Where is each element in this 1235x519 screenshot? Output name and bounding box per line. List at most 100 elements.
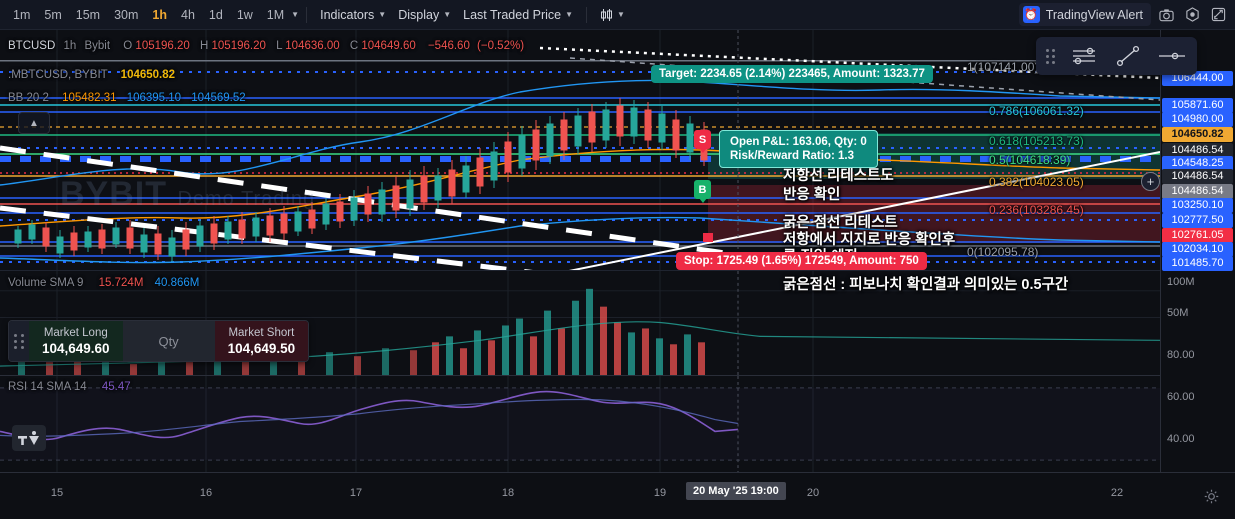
rsi-axis-60: 60.00 — [1167, 391, 1195, 403]
last-price-label: 104650.82 — [1162, 127, 1233, 142]
chevron-up-icon: ▲ — [29, 117, 39, 129]
annotation-fib-05-zone: 굵은점선 : 피보나치 확인결과 의미있는 0.5구간 — [783, 277, 1069, 293]
timeframe-30m[interactable]: 30m — [114, 7, 139, 22]
open-pnl-line1: Open P&L: 163.06, Qty: 0 — [730, 136, 867, 148]
bb-basis-value: 105482.31 — [62, 92, 117, 104]
legend-close-value: 104649.60 — [361, 40, 416, 52]
quantity-placeholder: Qty — [158, 333, 179, 349]
timeframe-1d[interactable]: 1d — [208, 7, 223, 22]
fib-label-0236: 0.236(103286.45) — [989, 203, 1084, 217]
tradingview-alert-label: TradingView Alert — [1045, 7, 1143, 22]
timeframe-1w[interactable]: 1w — [236, 7, 253, 22]
market-long-price: 104,649.60 — [42, 340, 110, 356]
drawing-toolbar[interactable] — [1036, 37, 1197, 75]
price-label-10: 102761.05 — [1162, 228, 1233, 243]
bb-upper-value: 106395.10 — [126, 92, 182, 104]
price-label-5: 104548.25 — [1162, 156, 1233, 171]
price-label-6: 104486.54 — [1162, 169, 1233, 184]
legend-symbol[interactable]: BTCUSD — [8, 40, 56, 52]
timeframe-5m[interactable]: 5m — [44, 7, 62, 22]
market-short-button[interactable]: Market Short 104,649.50 — [214, 321, 309, 361]
display-menu[interactable]: Display ▼ — [392, 5, 457, 25]
timeframe-1m[interactable]: 1m — [13, 7, 31, 22]
legend-low-value: 104636.00 — [285, 40, 340, 52]
timeframe-more-chevron-down-icon[interactable]: ▼ — [291, 10, 300, 19]
rsi-value: 45.47 — [101, 381, 131, 393]
timeframe-1M[interactable]: 1M — [266, 7, 285, 22]
sell-order-marker[interactable]: S — [694, 130, 711, 153]
legend-open-key: O — [123, 40, 133, 52]
camera-icon[interactable] — [1155, 4, 1177, 26]
trend-line-icon[interactable] — [1113, 44, 1143, 68]
time-scale[interactable]: 15 16 17 18 19 20 22 23 24 20 May '25 19… — [0, 472, 1235, 519]
stop-tooltip[interactable]: Stop: 1725.49 (1.65%) 172549, Amount: 75… — [676, 252, 927, 270]
price-pane[interactable]: BYBIT Demo Trading BTCUSD 1h Bybit O 105… — [0, 30, 1160, 270]
buy-order-marker[interactable]: B — [694, 180, 711, 203]
risk-reward-line: Risk/Reward Ratio: 1.3 — [730, 150, 854, 162]
market-order-panel[interactable]: Market Long 104,649.60 Qty Market Short … — [8, 320, 310, 362]
timeframe-4h[interactable]: 4h — [181, 7, 195, 22]
horizontal-line-icon[interactable] — [1157, 44, 1187, 68]
legend-close-key: C — [349, 40, 359, 52]
rsi-pane[interactable]: RSI 14 SMA 14 45.47 — [0, 375, 1160, 472]
volume-axis-50m: 50M — [1167, 307, 1189, 319]
price-label-11: 102034.10 — [1162, 242, 1233, 257]
target-icon[interactable] — [1181, 4, 1203, 26]
legend-change-pct: (−0.52%) — [477, 40, 525, 52]
price-label-7: 104486.54 — [1162, 184, 1233, 199]
fib-label-0: 0(102095.78) — [967, 245, 1039, 259]
timeframe-1h[interactable]: 1h — [152, 7, 167, 22]
annotation-resistance-retest: 저항선 리테스트도 — [783, 168, 894, 184]
legend-high-key: H — [200, 40, 209, 52]
panel-drag-handle-icon[interactable] — [9, 321, 29, 361]
gear-icon[interactable] — [1204, 489, 1219, 508]
fib-label-0618: 0.618(105213.73) — [989, 134, 1084, 148]
fib-label-0786: 0.786(106061.32) — [989, 104, 1084, 118]
rsi-chart-svg — [0, 376, 1160, 472]
tradingview-logo[interactable] — [12, 425, 46, 451]
settings-sliders-icon[interactable] — [1069, 44, 1099, 68]
candlestick-series — [14, 98, 708, 262]
fib-label-05: 0.5(104618:39) — [989, 153, 1071, 167]
rsi-axis-40: 40.00 — [1167, 433, 1195, 445]
target-tooltip[interactable]: Target: 2234.65 (2.14%) 223465, Amount: … — [651, 65, 933, 83]
legend-high-value: 105196.20 — [211, 40, 266, 52]
volume-axis-100m: 100M — [1167, 276, 1195, 288]
candlestick-icon — [601, 8, 613, 21]
price-label-8: 103250.10 — [1162, 198, 1233, 213]
plus-icon: + — [1146, 174, 1155, 189]
chart-container: BYBIT Demo Trading BTCUSD 1h Bybit O 105… — [0, 30, 1235, 519]
last-traded-price-menu[interactable]: Last Traded Price ▼ — [457, 5, 579, 25]
timeframe-15m[interactable]: 15m — [75, 7, 101, 22]
fib-label-0382: 0.382(104023.05) — [989, 175, 1084, 189]
volume-legend-title: Volume SMA 9 — [8, 277, 84, 289]
top-toolbar: 1m 5m 15m 30m 1h 4h 1d 1w 1M ▼ Indicator… — [0, 0, 1235, 30]
display-label: Display — [398, 7, 440, 22]
chart-style-menu[interactable]: ▼ — [594, 5, 631, 25]
market-long-button[interactable]: Market Long 104,649.60 — [29, 321, 123, 361]
price-label-2: 104980.00 — [1162, 112, 1233, 127]
quantity-input[interactable]: Qty — [122, 321, 215, 361]
legend-interval: 1h — [63, 40, 77, 52]
price-scale[interactable]: 106444.00 105871.60 104980.00 104650.82 … — [1160, 30, 1235, 472]
drag-handle-icon[interactable] — [1046, 48, 1055, 64]
rsi-axis-80: 80.00 — [1167, 349, 1195, 361]
collapse-pane-button[interactable]: ▲ — [18, 112, 50, 134]
legend2-value: 104650.82 — [120, 69, 176, 81]
annotation-support-flip: 저항에서 지지로 반응 확인후 — [783, 232, 956, 248]
chevron-down-icon: ▼ — [443, 10, 452, 19]
market-short-price: 104,649.50 — [227, 340, 296, 356]
volume-legend: Volume SMA 9 15.724M 40.866M — [8, 277, 199, 289]
tradingview-alert-button[interactable]: ⏰ TradingView Alert — [1018, 3, 1151, 26]
chart-legend-bb: BB 20 2 105482.31 106395.10 104569.52 — [8, 92, 246, 104]
add-order-button[interactable]: + — [1141, 172, 1160, 191]
indicators-menu[interactable]: Indicators ▼ — [314, 5, 392, 25]
crosshair-time-label: 20 May '25 19:00 — [686, 482, 786, 500]
legend-exchange: Bybit — [84, 40, 111, 52]
fullscreen-icon[interactable] — [1207, 4, 1229, 26]
market-short-label: Market Short — [228, 326, 295, 339]
open-pnl-tooltip[interactable]: Open P&L: 163.06, Qty: 0 Risk/Reward Rat… — [719, 130, 878, 168]
chart-legend-main: BTCUSD 1h Bybit O 105196.20 H 105196.20 … — [8, 40, 524, 52]
chevron-down-icon: ▼ — [617, 10, 625, 19]
rsi-legend-title: RSI 14 SMA 14 — [8, 381, 87, 393]
